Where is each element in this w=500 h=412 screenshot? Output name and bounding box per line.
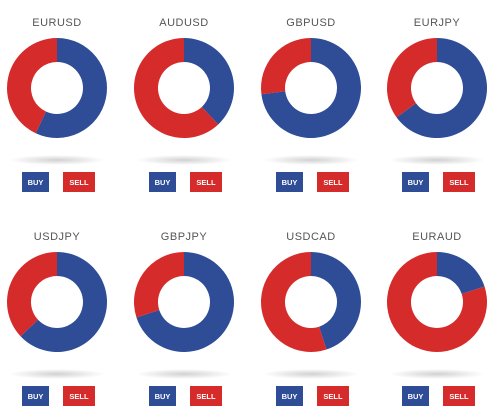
button-background[interactable] xyxy=(63,386,95,406)
trade-button[interactable]: SELL xyxy=(190,172,222,192)
button-label[interactable]: SELL xyxy=(69,178,89,187)
button-background[interactable] xyxy=(190,172,222,192)
button-background[interactable] xyxy=(63,172,95,192)
button-background[interactable] xyxy=(402,386,429,406)
trade-button[interactable]: BUY xyxy=(149,172,176,192)
button-label[interactable]: BUY xyxy=(28,392,44,401)
shadow xyxy=(389,155,485,165)
button-background[interactable] xyxy=(402,172,429,192)
shadow xyxy=(136,369,232,379)
chart-title: EURJPY xyxy=(414,17,461,29)
chart-title: GBPUSD xyxy=(286,17,335,29)
donut-segment xyxy=(437,252,485,294)
button-label[interactable]: BUY xyxy=(155,178,171,187)
donut-segment xyxy=(134,252,184,318)
button-label[interactable]: SELL xyxy=(196,392,216,401)
button-background[interactable] xyxy=(317,386,349,406)
donut-segment xyxy=(136,252,234,352)
donut-segment xyxy=(311,252,361,350)
button-background[interactable] xyxy=(22,386,49,406)
chart-title: AUDUSD xyxy=(159,17,208,29)
button-label[interactable]: BUY xyxy=(408,392,424,401)
chart-title: USDJPY xyxy=(34,231,81,243)
shadow xyxy=(9,155,105,165)
donut-segment xyxy=(396,38,487,138)
button-background[interactable] xyxy=(317,172,349,192)
trade-button[interactable]: BUY xyxy=(276,386,303,406)
shadow xyxy=(263,369,359,379)
shadow xyxy=(263,155,359,165)
button-label[interactable]: SELL xyxy=(323,392,343,401)
shadow xyxy=(9,369,105,379)
donut-segment xyxy=(35,38,108,138)
button-background[interactable] xyxy=(190,386,222,406)
donut-segment xyxy=(20,252,108,352)
button-background[interactable] xyxy=(276,172,303,192)
shadow xyxy=(136,155,232,165)
button-label[interactable]: BUY xyxy=(155,392,171,401)
button-background[interactable] xyxy=(443,386,475,406)
trade-button[interactable]: SELL xyxy=(317,386,349,406)
button-background[interactable] xyxy=(149,172,176,192)
donut-segment xyxy=(261,38,361,138)
button-label[interactable]: BUY xyxy=(28,178,44,187)
button-label[interactable]: BUY xyxy=(408,178,424,187)
donut-segment xyxy=(261,38,311,95)
donut-segment xyxy=(7,38,57,134)
shadow xyxy=(389,369,485,379)
button-label[interactable]: BUY xyxy=(282,178,298,187)
button-label[interactable]: SELL xyxy=(449,178,469,187)
donut-segment xyxy=(184,38,235,125)
button-label[interactable]: SELL xyxy=(196,178,216,187)
button-label[interactable]: SELL xyxy=(449,392,469,401)
chart-title: EURUSD xyxy=(32,17,81,29)
trade-button[interactable]: BUY xyxy=(276,172,303,192)
trade-button[interactable]: SELL xyxy=(443,386,475,406)
chart-title: USDCAD xyxy=(286,231,335,243)
button-background[interactable] xyxy=(276,386,303,406)
donut-segment xyxy=(7,252,57,337)
trade-button[interactable]: SELL xyxy=(63,172,95,192)
donut-segment xyxy=(387,252,488,352)
trade-button[interactable]: BUY xyxy=(22,172,49,192)
button-label[interactable]: SELL xyxy=(69,392,89,401)
donut-segment xyxy=(387,38,437,118)
trade-button[interactable]: BUY xyxy=(402,172,429,192)
trade-button[interactable]: SELL xyxy=(317,172,349,192)
button-background[interactable] xyxy=(22,172,49,192)
trade-button[interactable]: BUY xyxy=(22,386,49,406)
trade-button[interactable]: BUY xyxy=(149,386,176,406)
trade-button[interactable]: SELL xyxy=(190,386,222,406)
button-background[interactable] xyxy=(149,386,176,406)
button-label[interactable]: BUY xyxy=(282,392,298,401)
trade-button[interactable]: SELL xyxy=(63,386,95,406)
donut-segment xyxy=(260,252,327,352)
trade-button[interactable]: SELL xyxy=(443,172,475,192)
button-background[interactable] xyxy=(443,172,475,192)
chart-title: GBPJPY xyxy=(161,231,208,243)
chart-title: EURAUD xyxy=(412,231,461,243)
donut-segment xyxy=(134,38,219,138)
button-label[interactable]: SELL xyxy=(323,178,343,187)
trade-button[interactable]: BUY xyxy=(402,386,429,406)
